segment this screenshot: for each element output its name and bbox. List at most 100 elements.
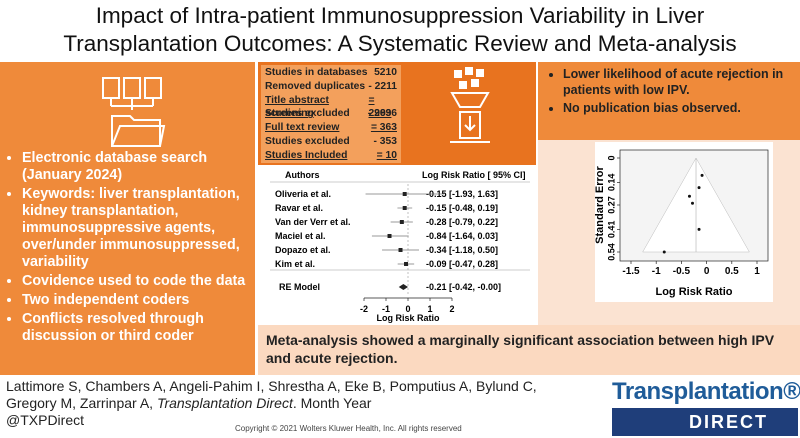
point [690,201,694,205]
bullet: Conflicts resolved through discussion or… [22,311,254,345]
prisma-value: - 2636 [367,108,397,120]
tick-label: 0.27 [606,196,616,214]
title: Impact of Intra-patient Immunosuppressio… [0,2,800,58]
point [687,194,691,198]
prisma-label: Studies Included [265,149,348,161]
results-panel [538,62,800,140]
tick-label: 1 [427,304,432,314]
prisma-row: Title abstract screening = 2999 [265,94,397,120]
re-label: -0.21 [-0.42, -0.00] [426,282,501,292]
tick-label: 0.54 [606,243,616,261]
conclusion: Meta-analysis showed a marginally signif… [266,332,775,366]
estimate [402,206,407,210]
prisma-value: - 353 [373,135,397,147]
handle: @TXPDirect [6,412,84,428]
prisma-row: Studies Included = 10 [265,149,397,163]
icon-files [102,77,166,147]
prisma-row: Removed duplicates - 2211 [265,80,397,94]
prisma-value: - 2211 [368,80,397,92]
logo-sub: DIRECT [612,408,798,436]
estimate [404,262,409,266]
forest-box [261,166,535,323]
tick-label: 0.14 [606,174,616,192]
tick-label: 0 [606,155,616,160]
prisma-label: Studies excluded [265,135,350,147]
methods-panel [0,62,255,375]
study-name: Maciel et al. [275,231,326,241]
header: Authors [285,170,320,180]
bullet: Lower likelihood of acute rejection in p… [563,66,795,98]
point [662,250,666,254]
prisma-value: = 10 [376,149,397,161]
estimate [387,234,392,238]
bullet: Electronic database search (January 2024… [22,150,254,184]
study-name: Dopazo et al. [275,245,331,255]
estimate [399,220,404,224]
prisma-row: Studies excluded - 2636 [265,107,397,121]
bullet: Two independent coders [22,292,254,309]
prisma-label: Title abstract screening [265,94,329,120]
axis-label: Log Risk Ratio [655,286,732,298]
title-line: Transplantation Outcomes: A Systematic R… [63,31,737,56]
methods-bullets: Electronic database search (January 2024… [4,150,254,347]
citation: Lattimore S, Chambers A, Angeli-Pahim I,… [6,378,586,429]
study-name: Kim et al. [275,259,315,269]
results-bullets: Lower likelihood of acute rejection in p… [545,66,795,118]
point [700,173,704,177]
tick-label: -1 [652,266,661,277]
copyright: Copyright © 2021 Wolters Kluwer Health, … [235,424,462,433]
header: Log Risk Ratio [ 95% CI] [422,170,526,180]
bullet: Covidence used to code the data [22,273,254,290]
point [697,227,701,231]
study-label: -0.84 [-1.64, 0.03] [426,231,498,241]
tick-label: -1 [382,304,390,314]
prisma-value: = 2999 [368,94,392,120]
prisma-label: Studies in databases [265,67,368,78]
tick-label: 0 [405,304,410,314]
prisma-row: Full text review = 363 [265,121,397,135]
tick-label: 0.5 [725,266,739,277]
results-list: Lower likelihood of acute rejection in p… [545,66,795,116]
prisma-label: Removed duplicates [265,80,366,92]
axis-label: Log Risk Ratio [376,313,440,323]
prisma-list: Studies in databases 5210 Removed duplicat… [265,66,397,163]
prisma-value: 5210 [374,67,397,78]
study-name: Ravar et al. [275,203,323,213]
tick-label: -1.5 [622,266,640,277]
prisma-value: = 363 [370,122,397,134]
tick-label: 0.41 [606,221,616,239]
prisma-row: Studies in databases 5210 [265,66,397,80]
icon-laptop [450,67,490,143]
prisma-box [261,65,401,163]
point [697,186,701,190]
study-label: -0.28 [-0.79, 0.22] [426,217,498,227]
study-name: Oliveria et al. [275,189,331,199]
logo-name: Transplantation® [612,378,800,405]
logo: Transplantation® DIRECT [612,378,800,436]
study-label: -0.09 [-0.47, 0.28] [426,259,498,269]
tick-label: 0 [704,266,710,277]
methods-list: Electronic database search (January 2024… [4,150,254,345]
prisma-label: Full text review [265,122,340,134]
study-label: -0.15 [-0.48, 0.19] [426,203,498,213]
study-label: -0.34 [-1.18, 0.50] [426,245,498,255]
estimate [402,192,407,196]
bullet: No publication bias observed. [563,100,795,116]
journal: Transplantation Direct [156,395,293,411]
conclusion-panel [258,325,800,375]
date: . Month Year [292,395,372,411]
estimate [398,248,403,252]
tick-label: -0.5 [673,266,691,277]
title-line: Impact of Intra-patient Immunosuppressio… [95,3,705,28]
tick-label: 2 [449,304,454,314]
bullet: Keywords: liver transplantation, kidney … [22,186,254,271]
study-label: -0.15 [-1.93, 1.63] [426,189,498,199]
axis-label: Standard Error [594,165,606,243]
tick-label: 1 [754,266,760,277]
study-name: Van der Verr et al. [275,217,351,227]
re-name: RE Model [279,282,320,292]
re-diamond [398,284,408,290]
tick-label: -2 [360,304,368,314]
